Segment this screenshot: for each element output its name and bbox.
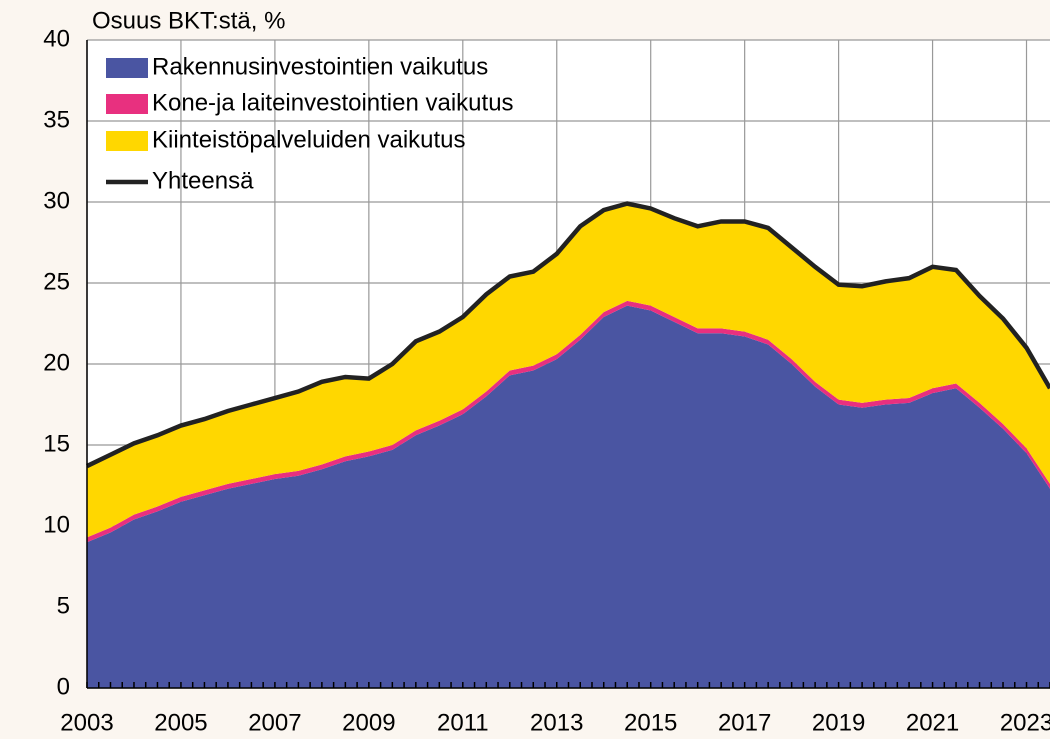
x-tick-label: 2013: [530, 709, 583, 736]
y-tick-label: 20: [43, 349, 70, 376]
x-tick-label: 2005: [154, 709, 207, 736]
area: [87, 203, 1050, 538]
legend-label: Kiinteistöpalveluiden vaikutus: [152, 126, 466, 153]
y-tick-label: 35: [43, 106, 70, 133]
y-tick-label: 0: [57, 673, 70, 700]
x-tick-label: 2003: [60, 709, 113, 736]
legend-label: Kone-ja laiteinvestointien vaikutus: [152, 89, 514, 116]
x-tick-label: 2021: [906, 709, 959, 736]
y-tick-label: 5: [57, 592, 70, 619]
total-line: [86, 201, 1050, 469]
y-tick-label: 40: [43, 25, 70, 52]
y-tick-label: 15: [43, 430, 70, 457]
y-tick-label: 25: [43, 268, 70, 295]
x-tick-label: 2009: [342, 709, 395, 736]
x-tick-label: 2011: [437, 709, 489, 736]
x-tick-label: 2023: [1000, 709, 1050, 736]
x-tick-label: 2007: [248, 709, 301, 736]
x-tick-label: 2015: [624, 709, 677, 736]
x-tick-label: 2019: [812, 709, 865, 736]
legend-label: Rakennusinvestointien vaikutus: [152, 53, 488, 80]
axis-label: Osuus BKT:stä, %: [92, 7, 285, 34]
legend-swatch: [106, 131, 148, 151]
legend-swatch: [106, 94, 148, 114]
legend-label: Yhteensä: [152, 167, 254, 194]
legend-swatch: [106, 58, 148, 78]
area: [87, 305, 1050, 688]
area: [87, 300, 1050, 543]
y-tick-label: 10: [43, 511, 70, 538]
y-tick-label: 30: [43, 187, 70, 214]
x-tick-label: 2017: [718, 709, 771, 736]
